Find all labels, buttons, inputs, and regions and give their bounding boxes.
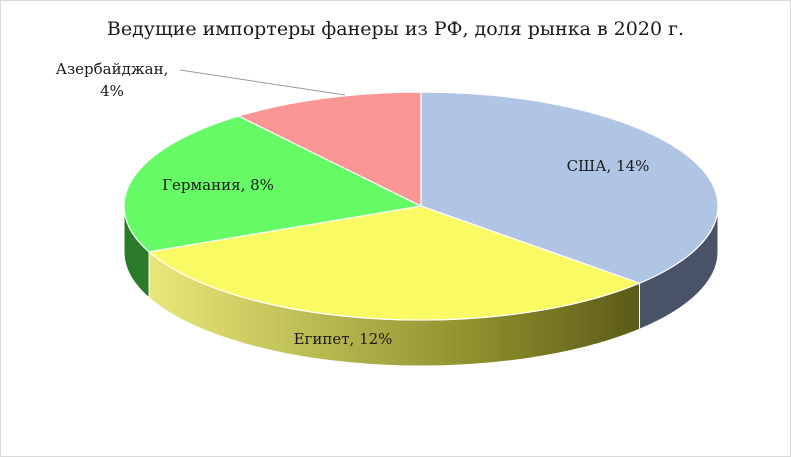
- pie-slice-egypt[interactable]: [147, 205, 642, 321]
- pie-slice-germany[interactable]: [123, 115, 423, 253]
- data-label-azerbaijan-name: Азербайджан,: [56, 60, 169, 78]
- pie-slice-usa[interactable]: [420, 91, 719, 284]
- data-label-azerbaijan-value: 4%: [100, 82, 124, 100]
- data-label-germany: Германия, 8%: [162, 176, 274, 194]
- data-label-usa: США, 14%: [567, 157, 650, 175]
- data-label-egypt: Египет, 12%: [294, 330, 393, 348]
- pie-slices: [123, 91, 719, 321]
- leader-line-azerbaijan: [179, 69, 346, 96]
- chart-title: Ведущие импортеры фанеры из РФ, доля рын…: [106, 18, 685, 40]
- pie-slice-azerbaijan[interactable]: [236, 91, 422, 207]
